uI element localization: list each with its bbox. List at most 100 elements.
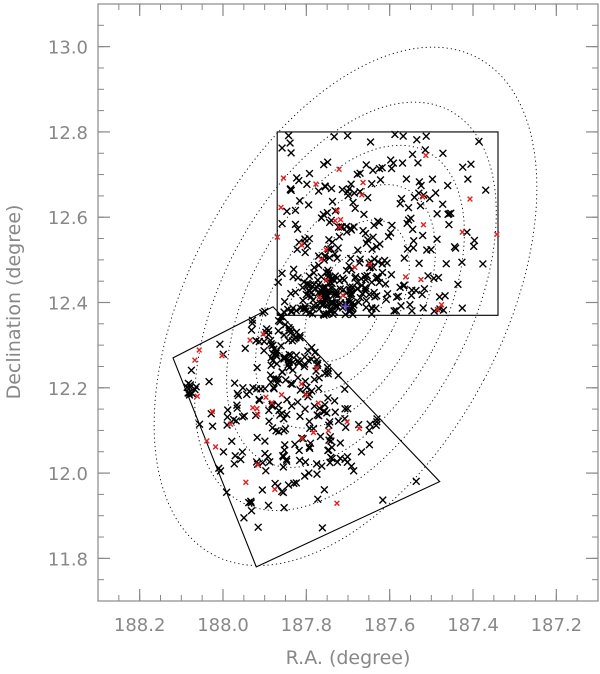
red-point <box>260 331 266 337</box>
black-point <box>330 132 339 141</box>
black-point <box>267 361 276 370</box>
black-point <box>307 292 316 301</box>
black-point <box>288 380 297 389</box>
red-point <box>247 337 253 344</box>
red-point <box>323 246 330 253</box>
black-point <box>328 197 337 206</box>
red-point <box>493 231 500 238</box>
black-point <box>416 201 425 210</box>
x-tick-label: 187.8 <box>281 615 333 636</box>
black-point <box>425 194 434 203</box>
axes: 188.2 188.0 187.8 187.6 187.4 187.2 11.8 12.0 12… <box>48 3 599 636</box>
black-point <box>356 169 364 178</box>
black-point <box>205 377 213 386</box>
black-point <box>422 132 431 141</box>
black-point <box>360 210 368 219</box>
black-point <box>300 472 309 481</box>
black-point <box>305 272 314 281</box>
black-point <box>324 421 333 430</box>
black-point <box>267 339 276 348</box>
red-point <box>194 393 201 400</box>
red-point <box>254 411 261 418</box>
black-point <box>409 244 418 252</box>
black-point <box>238 448 247 456</box>
black-point <box>375 278 384 287</box>
black-point <box>451 244 460 253</box>
black-point <box>341 423 350 432</box>
black-point <box>291 220 300 229</box>
black-point <box>295 196 304 205</box>
black-point <box>467 160 475 169</box>
red-point <box>313 364 320 371</box>
black-point <box>343 131 352 140</box>
black-point <box>445 209 453 218</box>
black-point <box>341 404 349 413</box>
black-point <box>361 287 370 296</box>
black-point <box>301 235 309 243</box>
red-point <box>323 277 330 284</box>
black-point <box>418 231 427 240</box>
black-point <box>287 148 296 157</box>
black-point <box>478 260 487 268</box>
black-point <box>347 291 356 300</box>
black-point <box>367 179 376 188</box>
black-point <box>311 348 319 357</box>
black-point <box>293 398 302 406</box>
black-point <box>378 260 387 268</box>
black-point <box>438 200 447 209</box>
black-point <box>333 254 342 263</box>
black-point <box>356 293 365 302</box>
black-point <box>351 204 360 213</box>
black-point <box>299 296 307 305</box>
black-point <box>327 184 336 193</box>
black-point <box>247 499 256 507</box>
red-point <box>298 381 305 387</box>
center-marker <box>341 302 350 311</box>
black-point <box>373 414 381 423</box>
red-point <box>298 242 305 248</box>
black-point <box>414 158 422 167</box>
black-point <box>296 331 304 340</box>
black-point <box>207 409 216 418</box>
black-point <box>419 304 428 312</box>
black-point <box>308 304 317 313</box>
black-point <box>284 481 293 489</box>
black-point <box>305 443 314 451</box>
black-point <box>305 169 314 178</box>
black-point <box>317 462 326 470</box>
black-point <box>287 351 295 360</box>
black-point <box>343 404 352 413</box>
x-tick-label: 187.4 <box>447 615 499 636</box>
black-point <box>268 400 276 409</box>
contour-ellipse <box>226 144 465 468</box>
black-point <box>280 331 288 339</box>
black-point <box>314 187 323 195</box>
black-point <box>246 497 255 506</box>
black-point <box>290 440 299 449</box>
black-point <box>316 432 325 441</box>
black-point <box>318 301 327 310</box>
black-point <box>255 337 264 346</box>
black-point <box>331 206 340 215</box>
black-point <box>378 496 387 504</box>
black-point <box>318 283 327 292</box>
black-point <box>186 381 195 389</box>
x-tick-label: 188.2 <box>114 615 166 636</box>
black-point <box>367 303 376 312</box>
red-point <box>356 425 363 432</box>
red-point <box>459 229 466 236</box>
red-point <box>315 400 322 407</box>
black-point <box>247 326 256 335</box>
black-point <box>327 274 336 283</box>
black-point <box>264 330 273 339</box>
red-point <box>249 404 256 411</box>
black-point <box>338 185 347 194</box>
black-point <box>315 404 324 413</box>
black-point <box>443 181 452 190</box>
black-point <box>381 280 390 288</box>
black-point <box>278 269 286 278</box>
black-point <box>363 271 372 280</box>
black-point <box>286 139 294 147</box>
black-point <box>304 201 313 209</box>
black-point <box>398 159 407 167</box>
